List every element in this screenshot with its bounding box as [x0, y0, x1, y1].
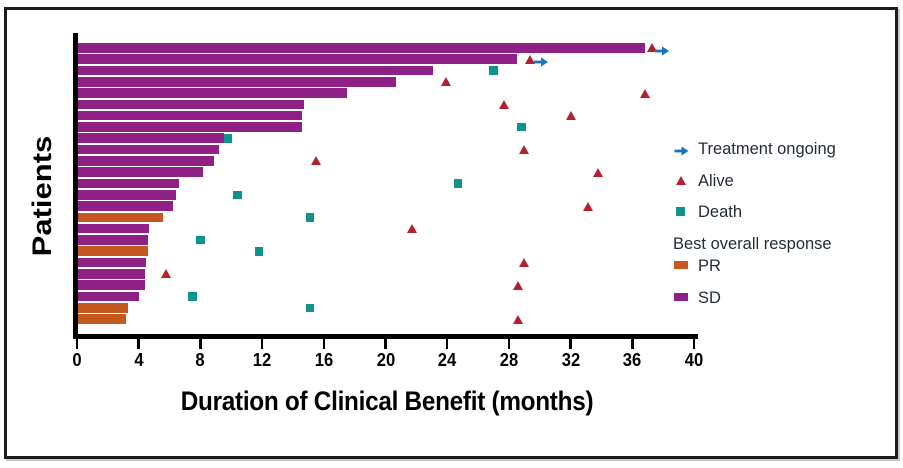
legend-item-label: PR — [698, 256, 721, 275]
x-axis-title: Duration of Clinical Benefit (months) — [180, 386, 594, 416]
x-axis-tick — [137, 338, 140, 349]
patient-bar — [77, 314, 127, 324]
x-axis-tick — [199, 338, 202, 349]
patient-bar — [77, 291, 139, 302]
patient-bar — [77, 280, 145, 290]
x-axis-tick — [569, 338, 572, 349]
x-axis-tick — [692, 338, 696, 349]
alive-triangle-icon — [311, 156, 322, 166]
alive-triangle-icon — [161, 269, 172, 279]
death-square-icon — [305, 303, 315, 313]
death-square-icon — [489, 66, 498, 75]
figure-border — [4, 7, 898, 459]
death-square-icon — [223, 134, 233, 143]
patient-bar — [77, 201, 173, 211]
alive-triangle-icon — [513, 280, 524, 290]
death-square-icon — [305, 213, 315, 222]
patient-bar — [77, 156, 215, 166]
death-square-icon — [196, 235, 205, 245]
patient-bar — [77, 99, 304, 110]
x-axis-tick-label: 40 — [684, 350, 704, 370]
legend-item-label: Alive — [698, 171, 734, 190]
alive-triangle-icon — [639, 88, 650, 98]
alive-triangle-icon — [676, 176, 686, 185]
patient-bar — [77, 235, 148, 245]
death-square-icon — [453, 179, 463, 188]
x-axis-tick-label: 12 — [252, 350, 272, 370]
patient-bar — [77, 257, 147, 268]
x-axis-tick-label: 16 — [314, 350, 334, 370]
treatment-ongoing-arrow-icon — [674, 143, 689, 161]
legend-item-label: SD — [698, 288, 721, 307]
alive-triangle-icon — [513, 314, 524, 324]
legend-item-label: Treatment ongoing — [698, 139, 836, 158]
x-axis-tick-label: 4 — [134, 350, 144, 370]
patient-bar — [77, 246, 148, 257]
treatment-ongoing-arrow-icon — [654, 43, 669, 61]
x-axis-tick — [322, 338, 326, 349]
patient-bar — [77, 212, 164, 223]
response-swatch-icon — [674, 261, 688, 269]
alive-triangle-icon — [519, 258, 530, 268]
patient-bar — [77, 144, 219, 155]
alive-triangle-icon — [565, 111, 576, 121]
x-axis-tick — [507, 338, 511, 349]
death-square-icon — [233, 190, 242, 200]
patient-bar — [77, 110, 303, 121]
patient-bar — [77, 65, 434, 76]
x-axis-tick-label: 0 — [72, 350, 82, 370]
death-square-icon — [676, 207, 685, 216]
x-axis-tick-label: 32 — [561, 350, 580, 370]
x-axis-tick-label: 24 — [437, 350, 457, 370]
alive-triangle-icon — [525, 54, 536, 64]
patient-bar — [77, 43, 645, 53]
patient-bar — [77, 302, 128, 313]
response-swatch-icon — [674, 293, 688, 301]
patient-bar — [77, 223, 150, 234]
alive-triangle-icon — [499, 99, 510, 109]
legend-item-label: Best overall response — [673, 234, 832, 253]
death-square-icon — [254, 247, 264, 256]
patient-bar — [77, 167, 204, 177]
alive-triangle-icon — [440, 77, 451, 87]
patient-bar — [77, 54, 517, 64]
alive-triangle-icon — [519, 145, 530, 155]
patient-bar — [77, 178, 179, 189]
x-axis-tick — [260, 338, 264, 349]
x-axis-tick-label: 8 — [195, 350, 205, 370]
x-axis-tick — [384, 338, 387, 349]
patient-bar — [77, 189, 176, 200]
alive-triangle-icon — [593, 167, 604, 177]
patient-bar — [77, 122, 303, 132]
x-axis-tick — [445, 338, 449, 349]
y-axis-line — [73, 33, 78, 338]
treatment-ongoing-arrow-icon — [534, 54, 549, 72]
x-axis-tick — [75, 338, 79, 349]
x-axis-tick-label: 20 — [376, 350, 395, 370]
alive-triangle-icon — [647, 43, 658, 53]
patient-bar — [77, 76, 397, 87]
patient-bar — [77, 88, 347, 98]
x-axis-tick-label: 28 — [499, 350, 519, 370]
x-axis-tick — [631, 338, 634, 349]
alive-triangle-icon — [406, 224, 417, 234]
alive-triangle-icon — [582, 201, 593, 211]
death-square-icon — [517, 122, 526, 132]
x-axis-line — [73, 334, 698, 339]
y-axis-title: Patients — [26, 135, 57, 257]
death-square-icon — [188, 292, 197, 301]
x-axis-tick-label: 36 — [623, 350, 642, 370]
legend-item-label: Death — [698, 202, 743, 221]
patient-bar — [77, 269, 145, 279]
patient-bar — [77, 133, 224, 144]
